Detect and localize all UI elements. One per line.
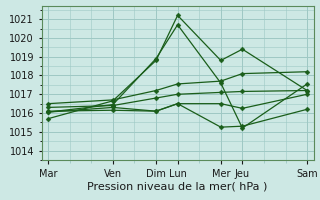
X-axis label: Pression niveau de la mer( hPa ): Pression niveau de la mer( hPa ) xyxy=(87,182,268,192)
